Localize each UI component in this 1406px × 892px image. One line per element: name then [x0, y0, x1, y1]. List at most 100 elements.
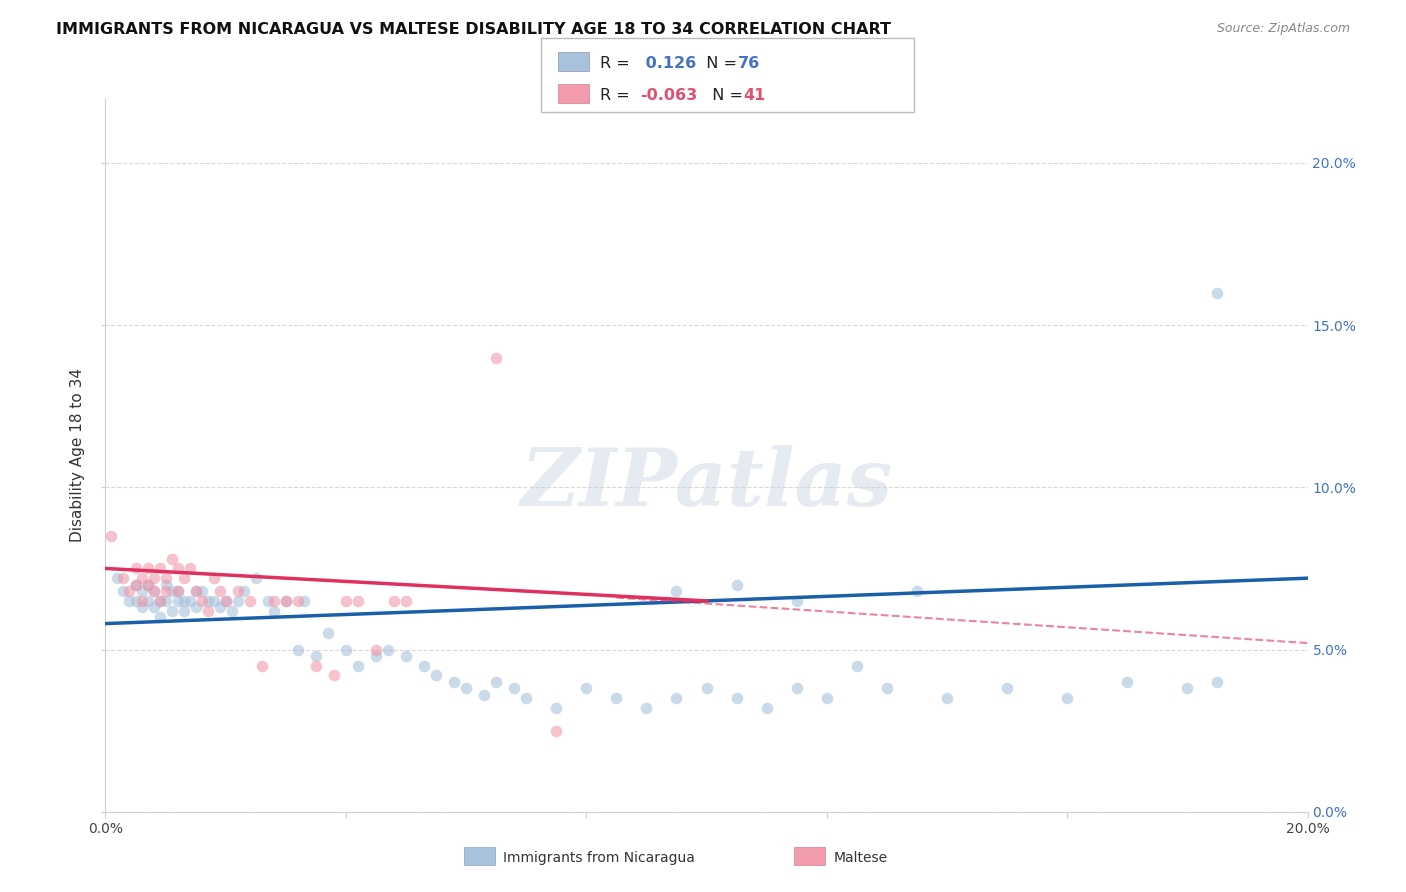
Point	[364, 648, 387, 663]
Point	[179, 594, 201, 608]
Point	[515, 691, 537, 706]
Point	[636, 701, 658, 715]
Point	[377, 642, 399, 657]
Point	[100, 529, 122, 543]
Point	[287, 594, 309, 608]
Point	[166, 594, 188, 608]
Point	[815, 691, 838, 706]
Point	[124, 561, 146, 575]
Point	[184, 584, 207, 599]
Point	[485, 675, 508, 690]
Point	[1206, 675, 1229, 690]
Point	[124, 577, 146, 591]
Point	[173, 604, 195, 618]
Point	[124, 577, 146, 591]
Point	[786, 681, 808, 696]
Point	[292, 594, 315, 608]
Point	[443, 675, 465, 690]
Point	[995, 681, 1018, 696]
Text: N =: N =	[702, 88, 748, 103]
Point	[190, 594, 212, 608]
Point	[546, 701, 568, 715]
Point	[335, 594, 357, 608]
Point	[179, 561, 201, 575]
Point	[107, 571, 129, 585]
Point	[755, 701, 778, 715]
Point	[395, 594, 418, 608]
Point	[155, 594, 177, 608]
Point	[136, 594, 159, 608]
Point	[263, 604, 285, 618]
Point	[347, 594, 370, 608]
Point	[148, 594, 170, 608]
Point	[226, 594, 249, 608]
Point	[936, 691, 959, 706]
Text: R =: R =	[600, 56, 636, 70]
Point	[725, 577, 748, 591]
Point	[214, 594, 236, 608]
Point	[124, 594, 146, 608]
Text: 41: 41	[744, 88, 766, 103]
Point	[190, 584, 212, 599]
Point	[166, 584, 188, 599]
Text: Source: ZipAtlas.com: Source: ZipAtlas.com	[1216, 22, 1350, 36]
Point	[665, 691, 688, 706]
Point	[250, 658, 273, 673]
Point	[148, 594, 170, 608]
Point	[347, 658, 370, 673]
Point	[305, 658, 328, 673]
Point	[245, 571, 267, 585]
Point	[214, 594, 236, 608]
Point	[395, 648, 418, 663]
Point	[118, 594, 141, 608]
Point	[131, 571, 153, 585]
Point	[136, 577, 159, 591]
Point	[202, 571, 225, 585]
Point	[155, 571, 177, 585]
Point	[131, 600, 153, 615]
Point	[1116, 675, 1139, 690]
Point	[208, 600, 231, 615]
Point	[274, 594, 297, 608]
Point	[335, 642, 357, 657]
Point	[696, 681, 718, 696]
Point	[166, 584, 188, 599]
Point	[155, 577, 177, 591]
Point	[136, 561, 159, 575]
Point	[148, 610, 170, 624]
Point	[256, 594, 278, 608]
Point	[155, 584, 177, 599]
Point	[142, 584, 165, 599]
Text: Maltese: Maltese	[834, 851, 887, 865]
Point	[413, 658, 436, 673]
Point	[454, 681, 477, 696]
Point	[845, 658, 868, 673]
Point	[142, 584, 165, 599]
Y-axis label: Disability Age 18 to 34: Disability Age 18 to 34	[70, 368, 86, 542]
Point	[274, 594, 297, 608]
Text: ZIPatlas: ZIPatlas	[520, 445, 893, 522]
Point	[197, 604, 219, 618]
Point	[226, 584, 249, 599]
Point	[160, 551, 183, 566]
Point	[287, 642, 309, 657]
Point	[173, 571, 195, 585]
Point	[316, 626, 339, 640]
Point	[142, 600, 165, 615]
Point	[485, 351, 508, 365]
Text: 0.126: 0.126	[640, 56, 696, 70]
Point	[575, 681, 598, 696]
Point	[173, 594, 195, 608]
Point	[665, 584, 688, 599]
Point	[118, 584, 141, 599]
Point	[112, 571, 135, 585]
Point	[184, 600, 207, 615]
Text: N =: N =	[696, 56, 742, 70]
Point	[1175, 681, 1198, 696]
Point	[184, 584, 207, 599]
Point	[160, 604, 183, 618]
Point	[786, 594, 808, 608]
Point	[472, 688, 495, 702]
Point	[263, 594, 285, 608]
Point	[197, 594, 219, 608]
